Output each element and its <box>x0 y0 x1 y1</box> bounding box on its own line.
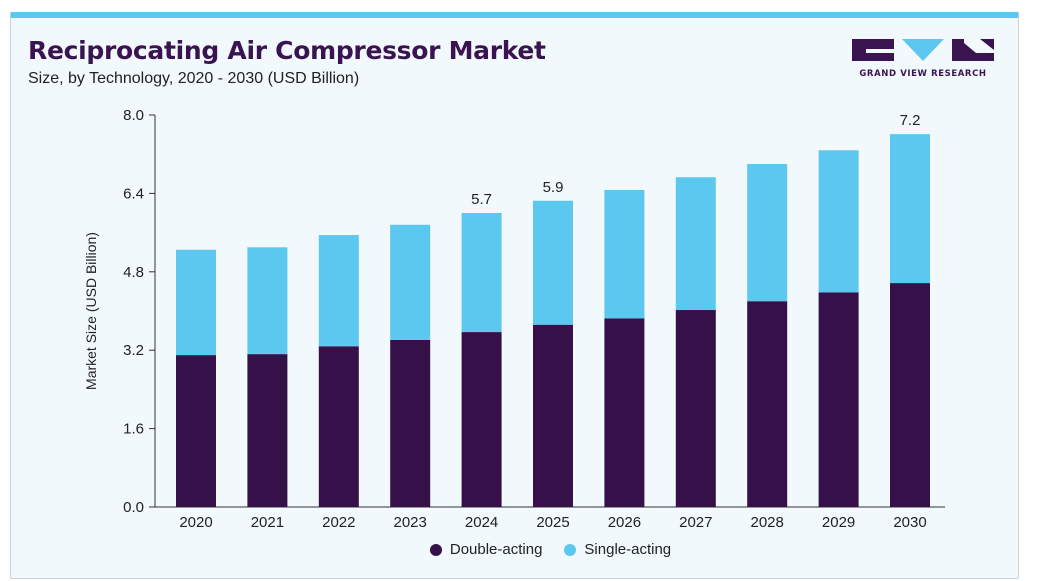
bar-single-acting-2028 <box>747 164 788 302</box>
chart-legend: Double-acting Single-acting <box>0 541 1041 558</box>
bar-double-acting-2024 <box>461 332 502 507</box>
x-tick-label: 2021 <box>251 514 284 531</box>
y-tick-label: 0.0 <box>123 499 144 516</box>
bar-single-acting-2026 <box>604 189 645 319</box>
chart-subtitle: Size, by Technology, 2020 - 2030 (USD Bi… <box>28 70 360 87</box>
y-axis-label: Market Size (USD Billion) <box>83 232 99 390</box>
logo-triangle <box>902 39 944 61</box>
total-label-2025: 5.9 <box>543 179 564 196</box>
bar-double-acting-2021 <box>247 354 288 507</box>
x-tick-label: 2025 <box>536 514 569 531</box>
y-tick-label: 6.4 <box>123 185 144 202</box>
y-tick-label: 4.8 <box>123 264 144 281</box>
logo-notch-left <box>866 49 894 53</box>
x-tick-label: 2029 <box>822 514 855 531</box>
logo-notch-right <box>964 39 994 53</box>
bar-single-acting-2030 <box>890 134 930 284</box>
x-tick-label: 2030 <box>893 514 926 531</box>
bar-double-acting-2022 <box>318 346 359 507</box>
bar-single-acting-2025 <box>533 200 573 325</box>
logo-text: GRAND VIEW RESEARCH <box>859 69 987 79</box>
bar-double-acting-2026 <box>604 318 645 507</box>
x-tick-label: 2020 <box>179 514 212 531</box>
legend-item-single-acting: Single-acting <box>564 541 671 558</box>
total-label-2030: 7.2 <box>900 112 921 129</box>
bar-double-acting-2028 <box>747 301 788 507</box>
bar-double-acting-2020 <box>176 355 216 507</box>
x-tick-label: 2023 <box>394 514 427 531</box>
x-tick-label: 2024 <box>465 514 498 531</box>
legend-label-single-acting: Single-acting <box>584 541 672 558</box>
bar-double-acting-2023 <box>390 339 431 507</box>
y-tick-label: 3.2 <box>123 342 144 359</box>
legend-label-double-acting: Double-acting <box>449 541 543 558</box>
y-tick-label: 8.0 <box>123 107 144 124</box>
bar-single-acting-2024 <box>461 213 502 333</box>
bar-double-acting-2029 <box>818 292 859 507</box>
x-tick-label: 2026 <box>608 514 641 531</box>
bar-single-acting-2022 <box>318 235 359 347</box>
chart-title: Reciprocating Air Compressor Market <box>28 36 546 65</box>
bar-double-acting-2027 <box>675 310 716 507</box>
grand-view-research-logo <box>852 39 994 61</box>
bar-double-acting-2030 <box>890 283 930 507</box>
x-tick-label: 2027 <box>679 514 712 531</box>
legend-swatch-single-acting <box>564 543 577 556</box>
x-tick-label: 2022 <box>322 514 355 531</box>
bar-single-acting-2020 <box>176 249 216 356</box>
bar-double-acting-2025 <box>533 324 573 507</box>
bar-single-acting-2029 <box>818 150 859 293</box>
bar-single-acting-2023 <box>390 224 431 340</box>
bar-single-acting-2027 <box>675 177 716 311</box>
total-label-2024: 5.7 <box>471 191 492 208</box>
y-tick-label: 1.6 <box>123 421 144 438</box>
bar-single-acting-2021 <box>247 247 288 355</box>
x-tick-label: 2028 <box>751 514 784 531</box>
legend-item-double-acting: Double-acting <box>429 541 543 558</box>
legend-swatch-double-acting <box>429 543 442 556</box>
